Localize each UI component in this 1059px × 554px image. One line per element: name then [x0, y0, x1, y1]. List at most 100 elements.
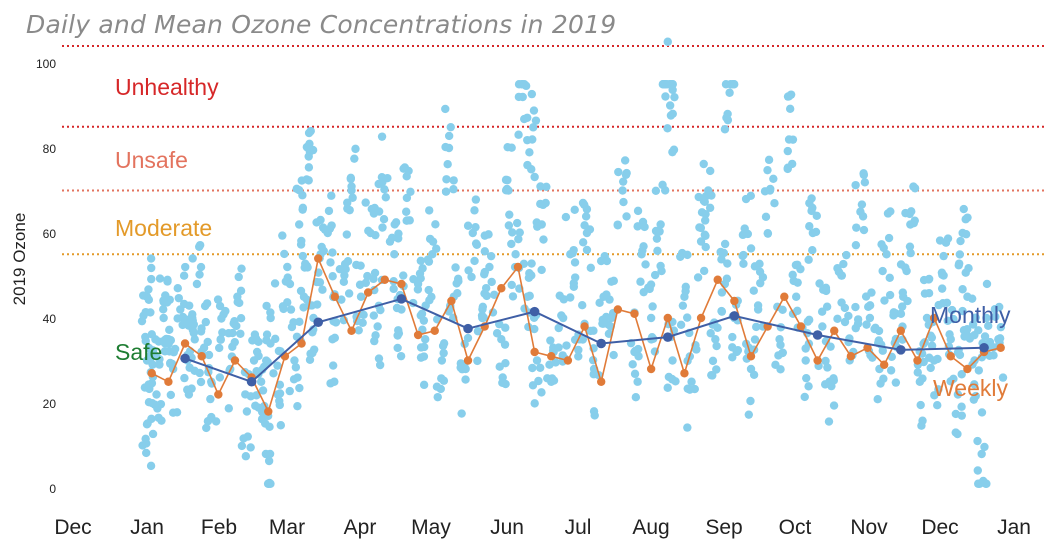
daily-point [315, 278, 325, 287]
daily-point [913, 368, 922, 377]
daily-point [262, 356, 271, 365]
daily-point [706, 166, 715, 176]
daily-point [396, 351, 406, 361]
daily-point [876, 379, 885, 388]
daily-point [433, 392, 442, 402]
daily-point [824, 417, 834, 426]
monthly-line [184, 297, 985, 383]
daily-point [215, 301, 225, 311]
daily-point [195, 368, 204, 378]
daily-point [512, 218, 522, 228]
daily-point [857, 200, 867, 209]
daily-point [514, 234, 523, 244]
daily-point [829, 376, 838, 385]
daily-point [721, 80, 731, 89]
daily-point [683, 384, 692, 393]
daily-point [981, 479, 991, 488]
daily-point [355, 280, 365, 289]
daily-point [275, 389, 285, 398]
daily-point [906, 248, 915, 258]
daily-point [188, 316, 197, 325]
daily-point [501, 323, 510, 332]
daily-point [618, 186, 627, 195]
daily-point [172, 408, 182, 417]
daily-point [717, 288, 727, 297]
weekly-point [780, 292, 789, 301]
daily-point [374, 179, 383, 189]
weekly-point [680, 369, 689, 378]
daily-point [146, 461, 156, 471]
weekly-point [180, 339, 190, 348]
y-tick-label: 80 [42, 142, 56, 156]
monthly-point [396, 294, 407, 304]
daily-point [364, 226, 373, 236]
daily-point [996, 322, 1006, 332]
daily-point [192, 279, 202, 289]
daily-point [945, 330, 954, 339]
daily-point [419, 316, 429, 325]
daily-point [657, 266, 666, 276]
daily-point [557, 311, 566, 320]
daily-point [472, 240, 482, 249]
daily-point [427, 292, 436, 302]
daily-point [188, 254, 197, 263]
daily-point [166, 358, 175, 368]
daily-point [665, 101, 675, 110]
daily-point [821, 356, 830, 366]
daily-point [651, 186, 661, 196]
daily-point [712, 365, 721, 374]
weekly-point [796, 322, 806, 331]
monthly-point [729, 311, 740, 321]
weekly-point [713, 275, 722, 284]
monthly-point [463, 323, 473, 334]
daily-point [416, 274, 425, 283]
daily-point [340, 271, 349, 280]
daily-point [297, 236, 306, 246]
daily-point [381, 193, 391, 202]
daily-point [646, 313, 656, 323]
daily-point [424, 257, 434, 266]
monthly-point [529, 306, 540, 317]
daily-point [313, 300, 322, 309]
daily-point [383, 173, 392, 183]
daily-point [285, 279, 295, 289]
daily-point [578, 238, 588, 247]
daily-point [785, 104, 795, 114]
daily-point [618, 177, 628, 186]
daily-point [633, 206, 643, 216]
weekly-point [580, 322, 589, 331]
daily-point [633, 377, 642, 386]
weekly-point [830, 326, 839, 335]
daily-point [356, 292, 366, 301]
daily-point [402, 207, 411, 216]
daily-point [990, 304, 1000, 314]
daily-point [211, 417, 221, 426]
daily-point [529, 106, 539, 115]
daily-point [514, 130, 523, 139]
daily-point [678, 301, 688, 310]
daily-point [851, 240, 861, 250]
daily-point [201, 317, 211, 327]
daily-point [930, 391, 939, 400]
daily-point [394, 326, 403, 335]
daily-point [807, 206, 816, 216]
daily-point [285, 386, 294, 396]
daily-point [180, 373, 189, 383]
daily-point [971, 313, 980, 322]
daily-point [148, 346, 158, 355]
daily-point [181, 262, 190, 272]
daily-point [525, 148, 534, 157]
daily-point [375, 360, 385, 370]
daily-point [630, 369, 640, 379]
daily-point [586, 263, 596, 273]
daily-point [723, 259, 732, 268]
daily-point [696, 223, 706, 233]
monthly-series-label: Monthly [930, 302, 1011, 328]
daily-point [640, 222, 649, 232]
daily-point [740, 224, 749, 233]
daily-point [457, 409, 466, 418]
daily-point [668, 85, 677, 95]
daily-point [628, 360, 637, 369]
daily-point [195, 270, 204, 279]
daily-point [663, 383, 672, 392]
